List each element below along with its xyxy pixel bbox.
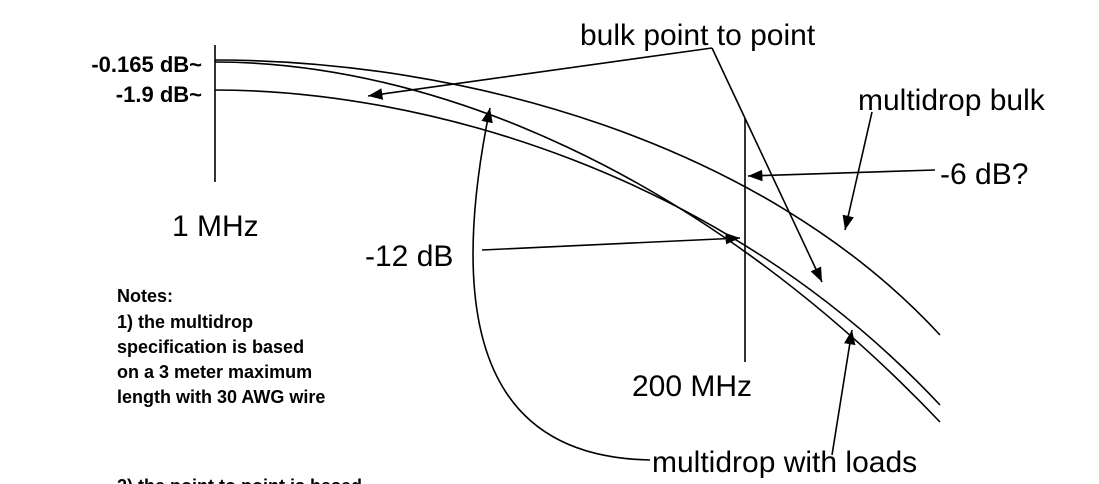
note-heading: Notes: <box>117 286 173 306</box>
arrow <box>711 47 823 283</box>
arrow <box>747 169 936 182</box>
note-line: 1) the multidrop <box>117 312 253 332</box>
label: multidrop bulk <box>858 84 1046 117</box>
note-line: 2) the point to point is based <box>117 476 362 484</box>
curve-loads <box>214 89 941 406</box>
curve-point-to-point <box>214 61 941 423</box>
arrow <box>472 107 651 461</box>
note-line: specification is based <box>117 337 304 357</box>
label: -0.165 dB~ <box>91 52 202 77</box>
label: bulk point to point <box>580 19 816 52</box>
label: -6 dB? <box>940 158 1028 191</box>
note-line: length with 30 AWG wire <box>117 387 325 407</box>
label: -12 dB <box>365 240 453 273</box>
label: multidrop with loads <box>652 446 917 479</box>
label: -1.9 dB~ <box>116 82 202 107</box>
label: 1 MHz <box>172 210 259 243</box>
arrow <box>367 47 713 100</box>
note-line: on a 3 meter maximum <box>117 362 312 382</box>
arrow <box>842 111 873 231</box>
arrow <box>831 329 856 456</box>
arrow <box>481 232 741 251</box>
curve-bulk <box>214 59 941 336</box>
label: 200 MHz <box>632 370 752 403</box>
